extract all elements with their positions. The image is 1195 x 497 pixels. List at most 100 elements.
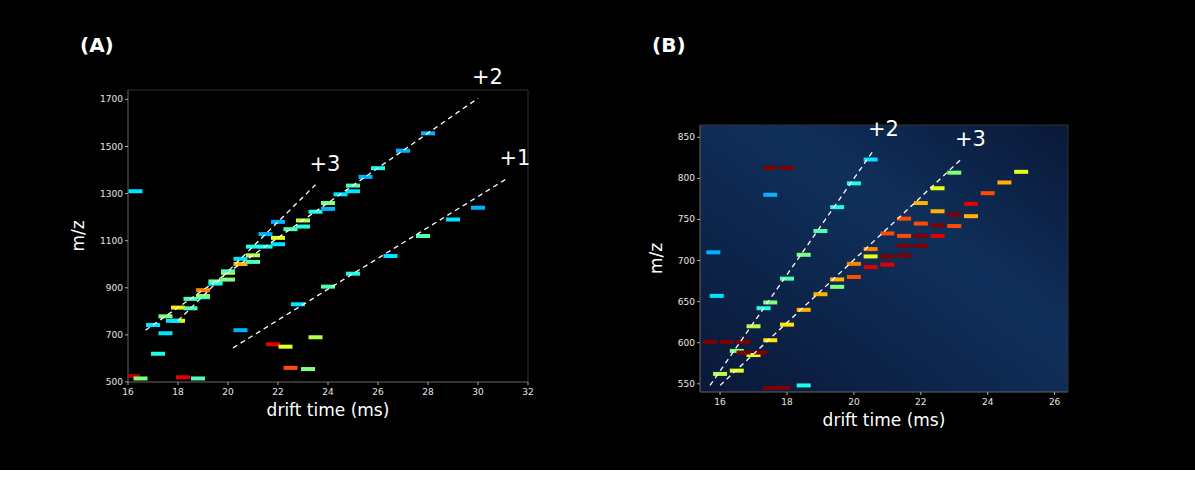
point: [159, 331, 173, 335]
panel-label: (B): [652, 33, 686, 57]
y-tick: [697, 383, 700, 384]
x-tick-label: 28: [422, 387, 434, 397]
trend-line: [178, 185, 316, 321]
point: [964, 214, 978, 218]
point: [981, 191, 995, 195]
point: [880, 231, 894, 235]
y-tick: [125, 382, 128, 383]
point: [271, 236, 285, 240]
plot-glow: [700, 125, 1068, 392]
y-tick-label: 800: [678, 173, 695, 183]
point: [797, 383, 811, 387]
point: [763, 193, 777, 197]
x-tick-label: 20: [848, 397, 860, 407]
point: [359, 175, 373, 179]
point: [234, 262, 248, 266]
point: [196, 288, 210, 292]
point: [279, 345, 293, 349]
point: [914, 234, 928, 238]
x-tick: [528, 382, 529, 385]
x-tick-label: 20: [222, 387, 234, 397]
x-tick: [178, 382, 179, 385]
point: [830, 205, 844, 209]
y-tick-label: 600: [678, 338, 695, 348]
point: [271, 220, 285, 224]
frame-line: [528, 90, 529, 382]
point: [777, 386, 791, 390]
point: [780, 277, 794, 281]
point: [847, 262, 861, 266]
x-tick-label: 24: [982, 397, 994, 407]
point: [864, 254, 878, 258]
point: [947, 171, 961, 175]
point: [384, 254, 398, 258]
x-tick: [278, 382, 279, 385]
point: [964, 202, 978, 206]
point: [346, 272, 360, 276]
point: [246, 260, 260, 264]
trend-line: [233, 180, 506, 348]
point: [321, 207, 335, 211]
point: [284, 366, 298, 370]
y-tick-label: 1300: [100, 189, 123, 199]
point: [321, 201, 335, 205]
y-tick: [697, 301, 700, 302]
y-tick-label: 700: [106, 330, 123, 340]
panel: 1618202224262830325007009001100130015001…: [68, 33, 533, 420]
x-tick-label: 18: [172, 387, 184, 397]
point: [736, 351, 750, 355]
x-tick-label: 16: [122, 387, 134, 397]
point: [1014, 170, 1028, 174]
point: [234, 328, 248, 332]
point: [416, 234, 430, 238]
point: [221, 278, 235, 282]
point: [129, 189, 143, 193]
y-tick: [697, 342, 700, 343]
point: [301, 367, 315, 371]
point: [266, 342, 280, 346]
point: [897, 244, 911, 248]
trend-line: [720, 160, 961, 386]
point: [446, 218, 460, 222]
x-tick: [786, 392, 787, 395]
point: [176, 375, 190, 379]
point: [471, 206, 485, 210]
y-tick: [697, 137, 700, 138]
point: [296, 225, 310, 229]
frame-line: [1068, 125, 1069, 392]
point: [947, 213, 961, 217]
point: [847, 275, 861, 279]
x-tick-label: 18: [781, 397, 793, 407]
x-tick: [378, 382, 379, 385]
y-tick: [697, 219, 700, 220]
x-tick: [720, 392, 721, 395]
x-tick: [428, 382, 429, 385]
point: [246, 245, 260, 249]
point: [159, 314, 173, 318]
x-tick-label: 22: [272, 387, 283, 397]
x-axis-title: drift time (ms): [823, 410, 946, 430]
figure: 1618202224262830325007009001100130015001…: [0, 0, 1195, 497]
y-tick: [697, 260, 700, 261]
y-tick: [125, 99, 128, 100]
y-tick-label: 1500: [100, 142, 123, 152]
x-axis-title: drift time (ms): [267, 400, 390, 420]
x-tick-label: 26: [372, 387, 384, 397]
y-tick-label: 850: [678, 132, 695, 142]
y-tick-label: 650: [678, 297, 695, 307]
point: [151, 352, 165, 356]
x-tick-label: 30: [472, 387, 484, 397]
point: [897, 234, 911, 238]
point: [931, 209, 945, 213]
data-group: [703, 150, 1028, 390]
y-axis-line: [700, 125, 701, 392]
x-tick-label: 26: [1049, 397, 1061, 407]
trend-line: [146, 98, 479, 330]
point: [209, 282, 223, 286]
x-axis-line: [700, 392, 1068, 393]
point: [246, 253, 260, 257]
x-tick-label: 24: [322, 387, 334, 397]
y-tick-label: 750: [678, 214, 695, 224]
x-tick-label: 16: [714, 397, 726, 407]
x-tick-label: 32: [522, 387, 533, 397]
